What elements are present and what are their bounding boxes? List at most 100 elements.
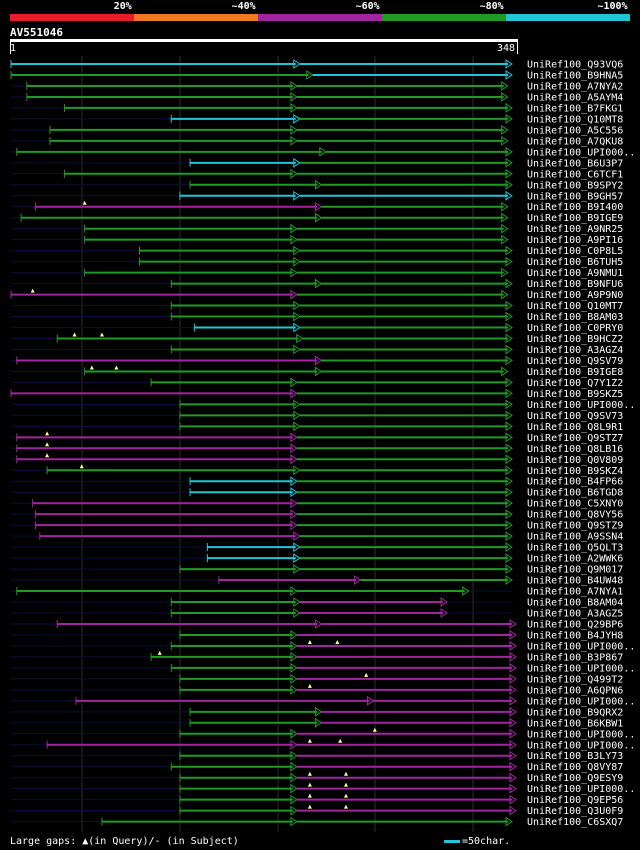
hit-label[interactable]: UniRef100_Q9M017 xyxy=(527,565,623,576)
hit-label[interactable]: UniRef100_B8AM04 xyxy=(527,598,623,609)
hit-row[interactable]: UniRef100_A9NR25 xyxy=(11,223,623,235)
hit-row[interactable]: UniRef100_B6TGD8 xyxy=(11,487,623,499)
hit-row[interactable]: UniRef100_B9IGE9 xyxy=(11,212,623,224)
hit-row[interactable]: UniRef100_A3AGZ4 xyxy=(11,344,623,356)
hit-row[interactable]: UniRef100_B7FKG1 xyxy=(11,102,623,114)
hit-row[interactable]: UniRef100_B8AM04 xyxy=(11,597,623,609)
hit-label[interactable]: UniRef100_Q9ESY9 xyxy=(527,773,623,784)
hit-label[interactable]: UniRef100_UPI000.. xyxy=(527,729,635,740)
hit-label[interactable]: UniRef100_Q7Y1Z2 xyxy=(527,378,623,389)
hit-label[interactable]: UniRef100_Q8VY56 xyxy=(527,510,623,521)
hit-row[interactable]: UniRef100_B6KBW1 xyxy=(11,717,623,729)
hit-row[interactable]: UniRef100_B9GH57 xyxy=(11,190,623,202)
hit-label[interactable]: UniRef100_B3LY73 xyxy=(527,751,623,762)
hit-label[interactable]: UniRef100_C6TCF1 xyxy=(527,169,623,180)
hit-row[interactable]: UniRef100_B9HNA5 xyxy=(10,70,623,81)
hit-row[interactable]: UniRef100_Q8L9R1 xyxy=(11,421,623,433)
hit-label[interactable]: UniRef100_Q5QLT3 xyxy=(527,543,623,554)
hit-row[interactable]: UniRef100_B9I400 xyxy=(11,200,623,214)
hit-label[interactable]: UniRef100_C0PRY0 xyxy=(527,323,623,334)
hit-row[interactable]: UniRef100_A5C556 xyxy=(11,124,623,136)
hit-row[interactable]: UniRef100_B6TUH5 xyxy=(11,256,623,268)
hit-row[interactable]: UniRef100_Q3U0F9 xyxy=(11,804,623,818)
hit-label[interactable]: UniRef100_B4UW48 xyxy=(527,576,623,587)
hit-row[interactable]: UniRef100_C6TCF1 xyxy=(11,168,623,180)
hit-label[interactable]: UniRef100_B8AM03 xyxy=(527,312,623,323)
hit-row[interactable]: UniRef100_UPI000.. xyxy=(11,639,635,653)
hit-row[interactable]: UniRef100_UPI000.. xyxy=(11,695,635,707)
hit-row[interactable]: UniRef100_C0P8L5 xyxy=(11,245,623,257)
hit-row[interactable]: UniRef100_Q10MT8 xyxy=(11,113,623,125)
hit-row[interactable]: UniRef100_B8AM03 xyxy=(11,311,623,323)
hit-label[interactable]: UniRef100_B3P867 xyxy=(527,652,623,663)
hit-label[interactable]: UniRef100_UPI000.. xyxy=(527,663,635,674)
hit-label[interactable]: UniRef100_A9SSN4 xyxy=(527,532,623,543)
hit-row[interactable]: UniRef100_B4FP66 xyxy=(11,476,623,488)
hit-row[interactable]: UniRef100_Q7Y1Z2 xyxy=(11,377,623,389)
hit-label[interactable]: UniRef100_Q0V809 xyxy=(527,455,623,466)
hit-row[interactable]: UniRef100_Q8VY56 xyxy=(11,509,623,521)
hit-label[interactable]: UniRef100_C0P8L5 xyxy=(527,246,623,257)
hit-row[interactable]: UniRef100_Q93VQ6 xyxy=(10,59,623,71)
hit-row[interactable]: UniRef100_A5AYM4 xyxy=(11,92,623,103)
hit-label[interactable]: UniRef100_Q10MT8 xyxy=(527,114,623,125)
hit-row[interactable]: UniRef100_A7NYA1 xyxy=(11,586,623,598)
hit-label[interactable]: UniRef100_B9GH57 xyxy=(527,191,623,202)
hit-row[interactable]: UniRef100_B9IGE8 xyxy=(11,365,623,378)
hit-label[interactable]: UniRef100_B4FP66 xyxy=(527,477,623,488)
hit-row[interactable]: UniRef100_UPI000.. xyxy=(11,727,635,741)
hit-label[interactable]: UniRef100_Q9SV73 xyxy=(527,411,623,422)
hit-label[interactable]: UniRef100_A5AYM4 xyxy=(527,92,623,103)
hit-row[interactable]: UniRef100_B4UW48 xyxy=(11,575,623,587)
hit-label[interactable]: UniRef100_Q93VQ6 xyxy=(527,60,623,71)
hit-row[interactable]: UniRef100_A9PI16 xyxy=(11,234,623,246)
hit-label[interactable]: UniRef100_A7NYA1 xyxy=(527,587,623,598)
hit-label[interactable]: UniRef100_UPI000.. xyxy=(527,147,635,158)
hit-label[interactable]: UniRef100_A7NYA2 xyxy=(527,81,623,92)
hit-row[interactable]: UniRef100_Q8LB16 xyxy=(11,442,623,455)
hit-row[interactable]: UniRef100_Q8VY87 xyxy=(11,761,623,773)
hit-label[interactable]: UniRef100_UPI000.. xyxy=(527,784,635,795)
hit-label[interactable]: UniRef100_Q10MT7 xyxy=(527,301,623,312)
hit-row[interactable]: UniRef100_UPI000.. xyxy=(11,146,635,158)
hit-row[interactable]: UniRef100_B6U3P7 xyxy=(11,157,623,169)
hit-label[interactable]: UniRef100_Q9STZ9 xyxy=(527,521,623,532)
hit-label[interactable]: UniRef100_B9SKZ5 xyxy=(527,389,623,400)
hit-row[interactable]: UniRef100_Q0V809 xyxy=(11,453,623,466)
hit-label[interactable]: UniRef100_A9NR25 xyxy=(527,224,623,235)
hit-label[interactable]: UniRef100_A9NMU1 xyxy=(527,268,623,279)
hit-label[interactable]: UniRef100_B9HNA5 xyxy=(527,70,623,81)
hit-row[interactable]: UniRef100_Q499T2 xyxy=(11,672,623,686)
hit-row[interactable]: UniRef100_B3LY73 xyxy=(11,750,623,762)
hit-row[interactable]: UniRef100_B9NFU6 xyxy=(11,278,623,290)
hit-label[interactable]: UniRef100_Q9SV79 xyxy=(527,356,623,367)
hit-row[interactable]: UniRef100_Q29BP6 xyxy=(11,619,623,630)
hit-row[interactable]: UniRef100_A9P9N0 xyxy=(10,288,623,302)
hit-label[interactable]: UniRef100_UPI000.. xyxy=(527,400,635,411)
hit-row[interactable]: UniRef100_UPI000.. xyxy=(11,782,635,796)
hit-row[interactable]: UniRef100_UPI000.. xyxy=(11,738,635,752)
hit-label[interactable]: UniRef100_B9NFU6 xyxy=(527,279,623,290)
hit-row[interactable]: UniRef100_UPI000.. xyxy=(11,662,635,674)
hit-label[interactable]: UniRef100_B9IGE8 xyxy=(527,367,623,378)
hit-label[interactable]: UniRef100_Q3U0F9 xyxy=(527,806,623,817)
hit-row[interactable]: UniRef100_A2WWK6 xyxy=(11,553,623,565)
hit-label[interactable]: UniRef100_A3AGZ4 xyxy=(527,345,623,356)
hit-label[interactable]: UniRef100_C6SXQ7 xyxy=(527,817,623,828)
hit-label[interactable]: UniRef100_B6U3P7 xyxy=(527,158,623,169)
hit-row[interactable]: UniRef100_B9HCZ2 xyxy=(11,332,623,346)
hit-row[interactable]: UniRef100_B9QRX2 xyxy=(11,706,623,718)
hit-label[interactable]: UniRef100_A2WWK6 xyxy=(527,554,623,565)
hit-row[interactable]: UniRef100_Q10MT7 xyxy=(11,300,623,312)
hit-label[interactable]: UniRef100_Q9STZ7 xyxy=(527,433,623,444)
hit-row[interactable]: UniRef100_B9SPY2 xyxy=(11,179,623,191)
hit-label[interactable]: UniRef100_B9I400 xyxy=(527,202,623,213)
hit-row[interactable]: UniRef100_B9SKZ5 xyxy=(10,388,623,400)
hit-label[interactable]: UniRef100_Q8VY87 xyxy=(527,762,623,773)
hit-label[interactable]: UniRef100_Q8L9R1 xyxy=(527,422,623,433)
hit-row[interactable]: UniRef100_Q9SV73 xyxy=(11,410,623,422)
hit-row[interactable]: UniRef100_Q9M017 xyxy=(11,564,623,576)
hit-label[interactable]: UniRef100_A7QKU8 xyxy=(527,136,623,147)
hit-label[interactable]: UniRef100_B9SPY2 xyxy=(527,180,623,191)
hit-label[interactable]: UniRef100_A6QPN6 xyxy=(527,685,623,696)
